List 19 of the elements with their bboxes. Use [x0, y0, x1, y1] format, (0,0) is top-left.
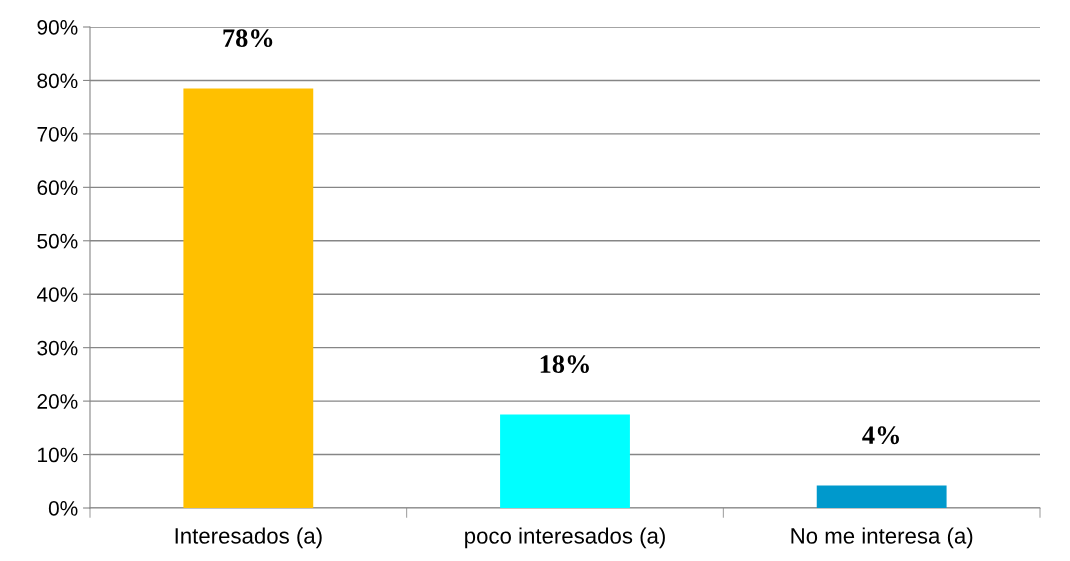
- y-tick-label: 70%: [37, 126, 78, 142]
- bar: [183, 88, 314, 508]
- bar: [500, 414, 630, 508]
- bar: [816, 485, 947, 508]
- y-tick-label: 0%: [48, 501, 78, 516]
- y-tick-label: 60%: [37, 180, 78, 196]
- data-label: 4%: [862, 426, 899, 445]
- y-tick-label: 90%: [37, 20, 78, 35]
- y-tick-label: 20%: [37, 394, 78, 409]
- y-tick-label: 50%: [37, 233, 78, 249]
- data-label: 18%: [540, 355, 589, 374]
- y-tick-label: 30%: [37, 340, 78, 356]
- y-tick-label: 10%: [38, 447, 78, 463]
- x-tick-label: No me interesa (a): [791, 527, 973, 549]
- y-tick-label: 40%: [36, 287, 78, 302]
- y-tick-label: 80%: [37, 73, 78, 89]
- x-tick-label: poco interesados (a): [465, 527, 665, 549]
- x-tick-label: Interesados (a): [175, 527, 322, 549]
- data-label: 78%: [223, 29, 273, 48]
